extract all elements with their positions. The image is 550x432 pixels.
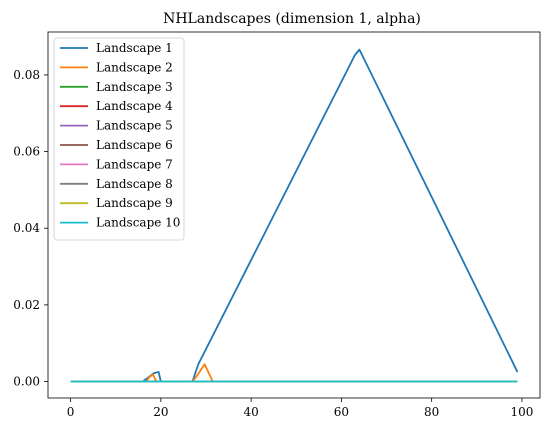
x-tick-label: 0 (67, 405, 75, 419)
legend: Landscape 1 Landscape 2 Landscape 3 Landsca… (53, 37, 185, 241)
legend-label-7: Landscape 7 (96, 157, 173, 171)
x-tick-label: 80 (424, 405, 439, 419)
legend-label-6: Landscape 6 (96, 138, 173, 152)
legend-box (53, 37, 185, 241)
legend-label-5: Landscape 5 (96, 119, 173, 133)
legend-label-3: Landscape 3 (96, 80, 173, 94)
y-axis: 0.00 0.02 0.04 0.06 0.08 (13, 68, 48, 389)
y-tick-label: 0.08 (13, 68, 40, 82)
x-axis: 0 20 40 60 80 100 (67, 398, 533, 419)
plot-series (70, 48, 519, 383)
legend-label-2: Landscape 2 (96, 60, 173, 74)
y-tick-label: 0.00 (13, 375, 40, 389)
legend-label-1: Landscape 1 (96, 41, 173, 55)
y-tick-label: 0.02 (13, 298, 40, 312)
x-tick-label: 60 (334, 405, 349, 419)
legend-label-10: Landscape 10 (96, 216, 180, 230)
y-tick-label: 0.04 (13, 221, 40, 235)
legend-label-9: Landscape 9 (96, 196, 173, 210)
x-tick-label: 40 (243, 405, 258, 419)
x-tick-label: 100 (510, 405, 533, 419)
legend-label-4: Landscape 4 (96, 99, 173, 113)
chart-title: NHLandscapes (dimension 1, alpha) (163, 11, 421, 27)
x-tick-label: 20 (153, 405, 168, 419)
y-tick-label: 0.06 (13, 145, 40, 159)
plot-frame (47, 31, 541, 399)
legend-label-8: Landscape 8 (96, 177, 173, 191)
